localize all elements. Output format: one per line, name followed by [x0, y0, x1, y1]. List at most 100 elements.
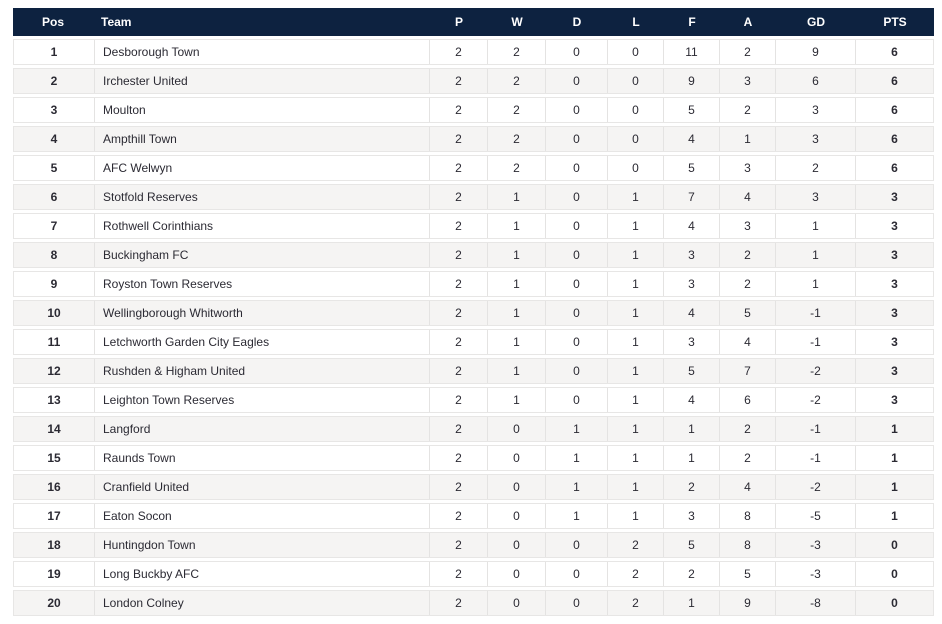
p-cell: 2 — [429, 98, 487, 122]
a-cell: 4 — [719, 475, 775, 499]
d-cell: 1 — [545, 475, 607, 499]
a-cell: 4 — [719, 330, 775, 354]
p-cell: 2 — [429, 40, 487, 64]
w-cell: 1 — [487, 359, 545, 383]
table-row: 18 Huntingdon Town 2 0 0 2 5 8 -3 0 — [13, 532, 934, 558]
pos-cell: 7 — [50, 219, 58, 233]
pts-cell: 3 — [855, 185, 933, 209]
d-cell: 0 — [545, 69, 607, 93]
l-cell: 1 — [607, 214, 663, 238]
w-cell: 0 — [487, 446, 545, 470]
pos-cell: 2 — [50, 74, 58, 88]
pts-cell: 0 — [855, 562, 933, 586]
f-cell: 1 — [663, 417, 719, 441]
team-cell: Letchworth Garden City Eagles — [94, 330, 429, 354]
l-cell: 2 — [607, 591, 663, 615]
gd-cell: 6 — [775, 69, 855, 93]
pos-cell: 13 — [47, 393, 61, 407]
w-cell: 1 — [487, 185, 545, 209]
l-cell: 1 — [607, 330, 663, 354]
p-cell: 2 — [429, 185, 487, 209]
w-cell: 2 — [487, 127, 545, 151]
table-row: 16 Cranfield United 2 0 1 1 2 4 -2 1 — [13, 474, 934, 500]
p-cell: 2 — [429, 243, 487, 267]
pos-cell: 14 — [47, 422, 61, 436]
pos-cell: 18 — [47, 538, 61, 552]
table-row: 15 Raunds Town 2 0 1 1 1 2 -1 1 — [13, 445, 934, 471]
gd-cell: -2 — [775, 359, 855, 383]
table-row: 20 London Colney 2 0 0 2 1 9 -8 0 — [13, 590, 934, 616]
table-row: 12 Rushden & Higham United 2 1 0 1 5 7 -2 3 — [13, 358, 934, 384]
d-cell: 0 — [545, 40, 607, 64]
w-cell: 2 — [487, 156, 545, 180]
table-body: 1 Desborough Town 2 2 0 0 11 2 9 6 2 Irchester Unit… — [13, 39, 934, 616]
team-cell: Wellingborough Whitworth — [94, 301, 429, 325]
col-header-goal-difference: GD — [807, 15, 825, 29]
team-cell: Long Buckby AFC — [94, 562, 429, 586]
gd-cell: -1 — [775, 330, 855, 354]
d-cell: 0 — [545, 127, 607, 151]
f-cell: 5 — [663, 359, 719, 383]
w-cell: 0 — [487, 417, 545, 441]
w-cell: 2 — [487, 40, 545, 64]
w-cell: 1 — [487, 388, 545, 412]
team-cell: Cranfield United — [94, 475, 429, 499]
w-cell: 2 — [487, 98, 545, 122]
a-cell: 4 — [719, 185, 775, 209]
d-cell: 0 — [545, 214, 607, 238]
p-cell: 2 — [429, 272, 487, 296]
col-header-goals-for: F — [688, 15, 696, 29]
col-header-points: PTS — [883, 15, 907, 29]
pts-cell: 1 — [855, 417, 933, 441]
f-cell: 1 — [663, 446, 719, 470]
p-cell: 2 — [429, 562, 487, 586]
pts-cell: 6 — [855, 69, 933, 93]
col-header-goals-against: A — [743, 15, 753, 29]
table-header-row: Pos Team P W D L F A GD PTS — [13, 8, 934, 36]
pts-cell: 6 — [855, 127, 933, 151]
d-cell: 0 — [545, 330, 607, 354]
l-cell: 0 — [607, 156, 663, 180]
table-row: 11 Letchworth Garden City Eagles 2 1 0 1 3 4 -1 3 — [13, 329, 934, 355]
pos-cell: 3 — [50, 103, 58, 117]
d-cell: 0 — [545, 388, 607, 412]
f-cell: 4 — [663, 214, 719, 238]
team-cell: Irchester United — [94, 69, 429, 93]
gd-cell: 1 — [775, 243, 855, 267]
pos-cell: 8 — [50, 248, 58, 262]
table-row: 7 Rothwell Corinthians 2 1 0 1 4 3 1 3 — [13, 213, 934, 239]
pts-cell: 3 — [855, 243, 933, 267]
pos-cell: 11 — [47, 335, 61, 349]
w-cell: 1 — [487, 214, 545, 238]
p-cell: 2 — [429, 417, 487, 441]
p-cell: 2 — [429, 504, 487, 528]
w-cell: 1 — [487, 330, 545, 354]
a-cell: 2 — [719, 98, 775, 122]
a-cell: 2 — [719, 272, 775, 296]
w-cell: 1 — [487, 272, 545, 296]
l-cell: 0 — [607, 98, 663, 122]
p-cell: 2 — [429, 591, 487, 615]
pts-cell: 3 — [855, 301, 933, 325]
pos-cell: 4 — [50, 132, 58, 146]
w-cell: 1 — [487, 243, 545, 267]
a-cell: 7 — [719, 359, 775, 383]
gd-cell: -3 — [775, 562, 855, 586]
d-cell: 0 — [545, 533, 607, 557]
w-cell: 0 — [487, 475, 545, 499]
a-cell: 2 — [719, 40, 775, 64]
w-cell: 0 — [487, 533, 545, 557]
a-cell: 3 — [719, 214, 775, 238]
team-cell: Royston Town Reserves — [94, 272, 429, 296]
l-cell: 1 — [607, 388, 663, 412]
pts-cell: 6 — [855, 156, 933, 180]
gd-cell: -2 — [775, 388, 855, 412]
team-cell: Desborough Town — [94, 40, 429, 64]
f-cell: 2 — [663, 562, 719, 586]
team-cell: Buckingham FC — [94, 243, 429, 267]
f-cell: 7 — [663, 185, 719, 209]
a-cell: 2 — [719, 446, 775, 470]
team-cell: Rushden & Higham United — [94, 359, 429, 383]
team-cell: Leighton Town Reserves — [94, 388, 429, 412]
gd-cell: 1 — [775, 272, 855, 296]
